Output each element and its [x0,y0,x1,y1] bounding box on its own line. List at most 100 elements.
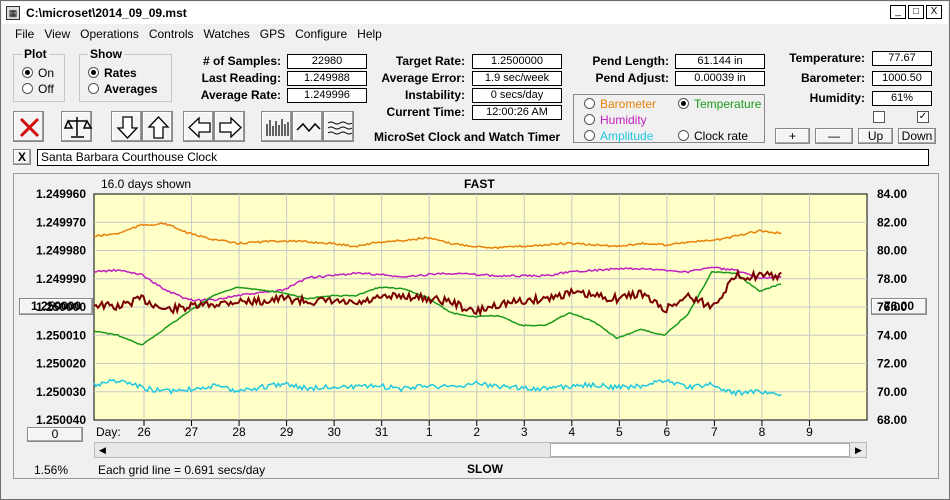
pend-adjust-label: Pend Adjust: [595,71,669,85]
overlay-barometer-radio[interactable]: Barometer [584,97,656,111]
close-button[interactable]: X [926,5,942,19]
average-rate-label: Average Rate: [200,88,281,102]
plot-on-radio[interactable]: On [22,66,54,80]
scroll-left-arrow-icon[interactable]: ◀ [99,445,106,455]
left-tick-label: 1.249980 [36,244,86,258]
barometer-label: Barometer: [800,71,865,85]
radio-icon [678,130,689,141]
app-caption: MicroSet Clock and Watch Timer [374,130,561,144]
maximize-button[interactable]: □ [908,5,924,19]
overlay-barometer-label: Barometer [600,97,657,111]
smooth-data-button[interactable] [292,111,323,142]
radio-selected-icon [22,67,33,78]
minimize-button[interactable]: _ [890,5,906,19]
left-checkbox[interactable] [873,111,885,123]
raw-data-button[interactable] [261,111,292,142]
show-legend: Show [88,47,124,61]
overlay-amplitude-label: Amplitude [600,129,654,143]
stop-x-icon [19,117,40,138]
scroll-left-button[interactable] [183,111,214,142]
overlay-clock-rate-radio[interactable]: Clock rate [678,129,748,143]
scroll-right-button[interactable] [214,111,245,142]
pend-length-field[interactable]: 61.144 in [675,54,765,69]
arrow-right-icon [219,116,242,139]
plot-off-radio[interactable]: Off [22,82,54,96]
right-checkbox[interactable]: ✓ [917,111,929,123]
show-rates-radio[interactable]: Rates [88,66,137,80]
radio-icon [22,83,33,94]
left-tick-label: 1.250040 [36,413,86,427]
right-tick-label: 80.00 [877,244,907,258]
show-averages-radio[interactable]: Averages [88,82,158,96]
average-error-field: 1.9 sec/week [472,71,562,86]
overlay-amplitude-radio[interactable]: Amplitude [584,129,653,143]
right-tick-label: 82.00 [877,215,907,229]
scroll-right-arrow-icon[interactable]: ▶ [855,445,862,455]
menu-operations[interactable]: Operations [80,26,139,41]
radio-icon [584,130,595,141]
right-tick-label: 72.00 [877,357,907,371]
day-tick-label: 8 [759,425,766,439]
menu-gps[interactable]: GPS [259,26,286,41]
radio-icon [584,114,595,125]
samples-field: 22980 [287,54,367,69]
scale-up-button[interactable]: Up [858,128,893,144]
menu-watches[interactable]: Watches [203,26,250,41]
days-shown-label: 16.0 days shown [101,177,192,191]
radio-selected-icon [88,67,99,78]
scale-minus-button[interactable]: — [815,128,853,144]
arrow-down-icon [116,116,139,139]
clock-name-field[interactable]: Santa Barbara Courthouse Clock [37,149,929,166]
filter-data-button[interactable] [323,111,354,142]
plot-legend: Plot [22,47,49,61]
menu-controls[interactable]: Controls [148,26,194,41]
menu-help[interactable]: Help [357,26,382,41]
samples-label: # of Samples: [202,54,281,68]
right-tick-label: 76.00 [877,300,907,314]
scroll-thumb[interactable] [550,443,850,457]
target-rate-field[interactable]: 1.2500000 [472,54,562,69]
left-center-button[interactable]: 1.250000 [19,298,93,315]
plot-group: Plot On Off [13,47,65,102]
overlay-temperature-radio[interactable]: Temperature [678,97,761,111]
balance-scale-icon [63,117,93,138]
menu-bar: File View Operations Controls Watches GP… [2,24,948,43]
overlay-humidity-radio[interactable]: Humidity [584,113,647,127]
series-line-clock-rate [93,268,782,317]
up-arrow-button[interactable] [142,111,173,142]
show-rates-label: Rates [104,66,137,80]
right-center-button[interactable]: 76.00 [871,298,927,315]
clear-clock-button[interactable]: X [13,149,31,165]
target-rate-label: Target Rate: [395,54,465,68]
grid-note: Each grid line = 0.691 secs/day [98,463,266,477]
right-tick-label: 78.00 [877,272,907,286]
stop-button[interactable] [13,111,44,142]
day-tick-label: 9 [806,425,813,439]
show-group: Show Rates Averages [79,47,172,102]
day-tick-label: 27 [185,425,199,439]
series-line-barometer [93,222,782,250]
last-reading-field: 1.249988 [287,71,367,86]
slow-label: SLOW [467,462,503,476]
scale-plus-button[interactable]: + [775,128,810,144]
day-tick-label: 7 [711,425,718,439]
day-tick-label: 31 [375,425,389,439]
pend-length-label: Pend Length: [592,54,669,68]
title-bar: ▦ C:\microset\2014_09_09.mst _ □ X [2,2,948,24]
scale-down-button[interactable]: Down [898,128,936,144]
plot-off-label: Off [38,82,54,96]
left-tick-label: 1.250030 [36,385,86,399]
menu-file[interactable]: File [15,26,35,41]
day-tick-label: 2 [473,425,480,439]
zero-button[interactable]: 0 [27,427,83,442]
menu-view[interactable]: View [44,26,71,41]
right-tick-label: 70.00 [877,385,907,399]
day-tick-label: 6 [664,425,671,439]
day-tick-label: 5 [616,425,623,439]
pend-adjust-field: 0.00039 in [675,71,765,86]
menu-configure[interactable]: Configure [295,26,348,41]
overlay-humidity-label: Humidity [600,113,647,127]
chart-scrollbar[interactable]: ◀ ▶ [94,442,867,458]
calibrate-button[interactable] [61,111,93,142]
down-arrow-button[interactable] [111,111,142,142]
